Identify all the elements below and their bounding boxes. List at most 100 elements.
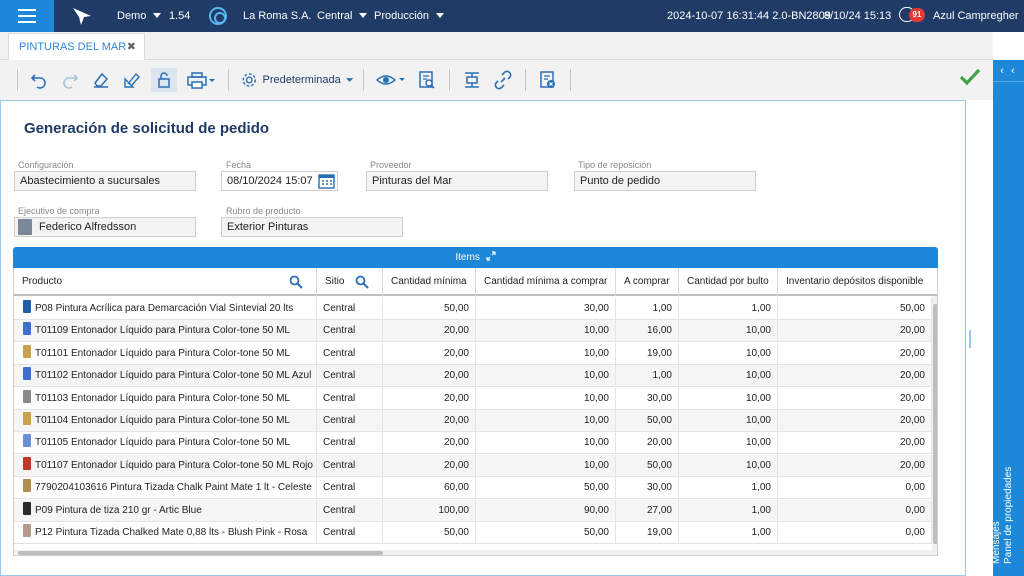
redo-icon[interactable]: [59, 68, 81, 92]
eraser-icon[interactable]: [90, 68, 112, 92]
cell-cantidad-minima[interactable]: 100,00: [383, 499, 476, 522]
col-cantidad-por-bulto[interactable]: Cantidad por bulto: [679, 268, 778, 296]
eye-icon[interactable]: [374, 68, 408, 92]
cell-cantidad-minima[interactable]: 20,00: [383, 365, 476, 388]
cell-inventario[interactable]: 20,00: [778, 320, 932, 343]
table-row[interactable]: P09 Pintura de tiza 210 gr - Artic Blue C…: [14, 499, 932, 522]
cell-producto[interactable]: T01103 Entonador Líquido para Pintura Co…: [14, 387, 317, 410]
table-row[interactable]: T01104 Entonador Líquido para Pintura Co…: [14, 410, 932, 432]
cell-cantidad-minima[interactable]: 20,00: [383, 454, 476, 477]
branch-selector[interactable]: Central: [317, 0, 367, 32]
collapse-arrows-icon[interactable]: ‹ ‹: [993, 60, 1024, 82]
cell-producto[interactable]: P08 Pintura Acrílica para Demarcación Vi…: [14, 298, 317, 320]
cell-cantidad-minima-comprar[interactable]: 50,00: [476, 477, 616, 500]
cell-cantidad-minima[interactable]: 50,00: [383, 522, 476, 544]
link-icon[interactable]: [492, 68, 514, 92]
cell-producto[interactable]: T01101 Entonador Líquido para Pintura Co…: [14, 342, 317, 365]
cell-a-comprar[interactable]: 30,00: [616, 387, 679, 410]
cell-sitio[interactable]: Central: [317, 387, 383, 410]
cell-a-comprar[interactable]: 19,00: [616, 522, 679, 544]
cell-cantidad-minima-comprar[interactable]: 10,00: [476, 432, 616, 455]
cell-sitio[interactable]: Central: [317, 410, 383, 432]
cell-cantidad-minima-comprar[interactable]: 10,00: [476, 365, 616, 388]
cell-inventario[interactable]: 20,00: [778, 454, 932, 477]
cell-a-comprar[interactable]: 19,00: [616, 342, 679, 365]
cell-producto[interactable]: P12 Pintura Tizada Chalked Mate 0,88 lts…: [14, 522, 317, 544]
cell-sitio[interactable]: Central: [317, 477, 383, 500]
notification-badge[interactable]: 91: [909, 8, 925, 22]
cell-inventario[interactable]: 20,00: [778, 432, 932, 455]
edit-ruler-icon[interactable]: [121, 68, 143, 92]
cell-producto[interactable]: T01104 Entonador Líquido para Pintura Co…: [14, 410, 317, 432]
rubro-field[interactable]: Exterior Pinturas: [221, 217, 403, 237]
cell-sitio[interactable]: Central: [317, 320, 383, 343]
cell-a-comprar[interactable]: 1,00: [616, 365, 679, 388]
cell-inventario[interactable]: 20,00: [778, 365, 932, 388]
cell-cantidad-minima[interactable]: 20,00: [383, 410, 476, 432]
cell-cantidad-por-bulto[interactable]: 10,00: [679, 320, 778, 343]
cell-cantidad-por-bulto[interactable]: 10,00: [679, 454, 778, 477]
cell-cantidad-minima[interactable]: 60,00: [383, 477, 476, 500]
messages-tab[interactable]: Mensajes: [991, 521, 1002, 564]
table-row[interactable]: T01107 Entonador Líquido para Pintura Co…: [14, 454, 932, 477]
print-icon[interactable]: [184, 68, 218, 92]
cell-cantidad-por-bulto[interactable]: 1,00: [679, 522, 778, 544]
cell-sitio[interactable]: Central: [317, 432, 383, 455]
col-a-comprar[interactable]: A comprar: [616, 268, 679, 296]
undo-icon[interactable]: [28, 68, 50, 92]
table-row[interactable]: T01109 Entonador Líquido para Pintura Co…: [14, 320, 932, 343]
cell-inventario[interactable]: 20,00: [778, 387, 932, 410]
cell-a-comprar[interactable]: 16,00: [616, 320, 679, 343]
user-menu[interactable]: Azul Campregher: [933, 0, 1024, 32]
properties-panel-tab[interactable]: Panel de propiedades: [1003, 466, 1014, 564]
cell-inventario[interactable]: 20,00: [778, 342, 932, 365]
col-cantidad-minima-comprar[interactable]: Cantidad mínima a comprar: [476, 268, 616, 296]
cell-sitio[interactable]: Central: [317, 522, 383, 544]
scrollbar-thumb[interactable]: [18, 551, 383, 555]
table-row[interactable]: T01102 Entonador Líquido para Pintura Co…: [14, 365, 932, 388]
company-name[interactable]: La Roma S.A.: [243, 10, 312, 22]
col-producto[interactable]: Producto: [14, 268, 317, 296]
col-cantidad-minima[interactable]: Cantidad mínima: [383, 268, 476, 296]
table-row[interactable]: T01101 Entonador Líquido para Pintura Co…: [14, 342, 932, 365]
search-icon[interactable]: [289, 275, 303, 289]
cell-producto[interactable]: T01102 Entonador Líquido para Pintura Co…: [14, 365, 317, 388]
configuracion-field[interactable]: Abastecimiento a sucursales: [14, 171, 196, 191]
cell-inventario[interactable]: 20,00: [778, 410, 932, 432]
view-selector[interactable]: Predeterminada: [240, 68, 354, 92]
cell-a-comprar[interactable]: 1,00: [616, 298, 679, 320]
cell-sitio[interactable]: Central: [317, 499, 383, 522]
close-icon[interactable]: ✖: [126, 41, 136, 53]
cell-inventario[interactable]: 0,00: [778, 499, 932, 522]
cell-producto[interactable]: P09 Pintura de tiza 210 gr - Artic Blue: [14, 499, 317, 522]
confirm-check-icon[interactable]: [959, 67, 981, 87]
align-icon[interactable]: [461, 68, 483, 92]
cell-cantidad-por-bulto[interactable]: 10,00: [679, 432, 778, 455]
unlock-icon[interactable]: [151, 68, 177, 92]
fecha-field[interactable]: 08/10/2024 15:07: [221, 171, 338, 191]
cell-producto[interactable]: T01107 Entonador Líquido para Pintura Co…: [14, 454, 317, 477]
cell-sitio[interactable]: Central: [317, 342, 383, 365]
cell-inventario[interactable]: 0,00: [778, 477, 932, 500]
cell-cantidad-minima[interactable]: 50,00: [383, 298, 476, 320]
calendar-icon[interactable]: [318, 173, 335, 189]
cell-inventario[interactable]: 50,00: [778, 298, 932, 320]
cell-a-comprar[interactable]: 27,00: [616, 499, 679, 522]
table-row[interactable]: T01103 Entonador Líquido para Pintura Co…: [14, 387, 932, 410]
cell-cantidad-por-bulto[interactable]: 10,00: [679, 342, 778, 365]
cell-cantidad-minima[interactable]: 20,00: [383, 387, 476, 410]
cell-a-comprar[interactable]: 30,00: [616, 477, 679, 500]
tab-pinturas-del-mar[interactable]: PINTURAS DEL MAR ✖: [8, 33, 145, 61]
cell-cantidad-minima-comprar[interactable]: 90,00: [476, 499, 616, 522]
cell-sitio[interactable]: Central: [317, 365, 383, 388]
horizontal-scrollbar[interactable]: [14, 550, 932, 555]
menu-icon[interactable]: [0, 0, 54, 32]
cell-producto[interactable]: 7790204103616 Pintura Tizada Chalk Paint…: [14, 477, 317, 500]
cell-cantidad-minima-comprar[interactable]: 10,00: [476, 320, 616, 343]
table-row[interactable]: P08 Pintura Acrílica para Demarcación Vi…: [14, 298, 932, 320]
search-icon[interactable]: [355, 275, 369, 289]
cell-cantidad-minima[interactable]: 20,00: [383, 342, 476, 365]
cell-cantidad-minima-comprar[interactable]: 10,00: [476, 342, 616, 365]
tipo-reposicion-field[interactable]: Punto de pedido: [574, 171, 756, 191]
document-search-icon[interactable]: [416, 68, 438, 92]
